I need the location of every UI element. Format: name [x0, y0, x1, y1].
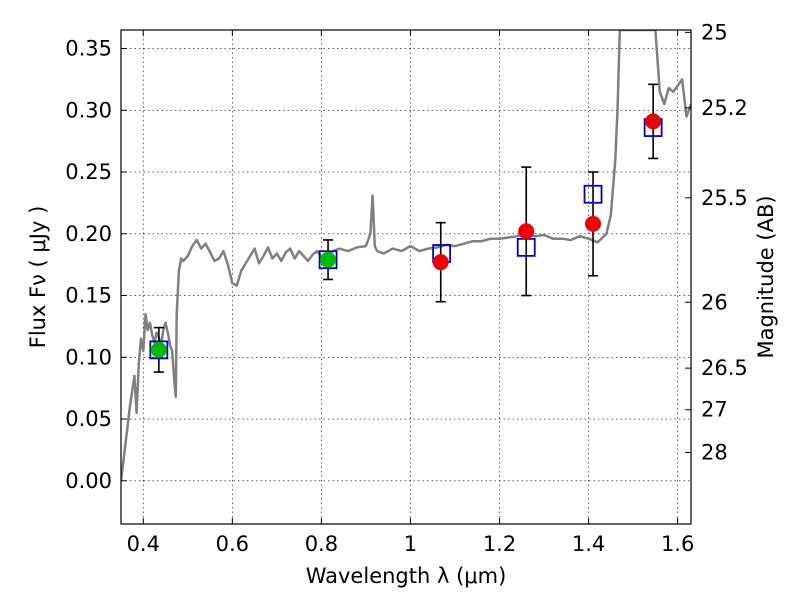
y-tick-label: 0.25	[65, 160, 112, 184]
x-tick-label: 0.8	[305, 532, 338, 556]
y-axis-label: Flux Fν ( μJy )	[26, 206, 50, 349]
plot-frame	[120, 29, 692, 525]
y2-tick-label: 25.2	[701, 96, 748, 120]
x-tick-label: 0.4	[127, 532, 160, 556]
green-data-point	[320, 251, 337, 268]
y-tick-label: 0.20	[65, 222, 112, 246]
y-tick-label: 0.00	[65, 469, 112, 493]
model-photometry-square	[318, 250, 338, 270]
y-tick-label: 0.10	[65, 345, 112, 369]
red-data-point	[518, 223, 535, 240]
x-tick-label: 1.6	[661, 532, 694, 556]
x-tick-label: 1.4	[572, 532, 605, 556]
y-tick-label: 0.35	[65, 37, 112, 61]
x-tick-label: 1	[404, 532, 417, 556]
green-data-point	[150, 341, 167, 358]
x-axis-label: Wavelength λ (μm)	[306, 564, 507, 588]
y2-axis-label: Magnitude (AB)	[754, 195, 778, 358]
y-tick-label: 0.05	[65, 407, 112, 431]
x-tick-label: 0.6	[216, 532, 249, 556]
red-data-point	[432, 254, 449, 271]
model-spectrum-line	[121, 30, 691, 481]
y2-tick-label: 27	[701, 398, 728, 422]
y2-tick-label: 25	[701, 20, 728, 44]
model-photometry-square	[149, 340, 169, 360]
y-tick-label: 0.30	[65, 98, 112, 122]
y2-tick-label: 28	[701, 440, 728, 464]
model-photometry-square	[583, 184, 603, 204]
y-tick-label: 0.15	[65, 284, 112, 308]
x-tick-label: 1.2	[483, 532, 516, 556]
y2-tick-label: 26.5	[701, 356, 748, 380]
y2-tick-label: 26	[701, 290, 728, 314]
red-data-point	[645, 113, 662, 130]
y2-tick-label: 25.5	[701, 186, 748, 210]
red-data-point	[585, 215, 602, 232]
